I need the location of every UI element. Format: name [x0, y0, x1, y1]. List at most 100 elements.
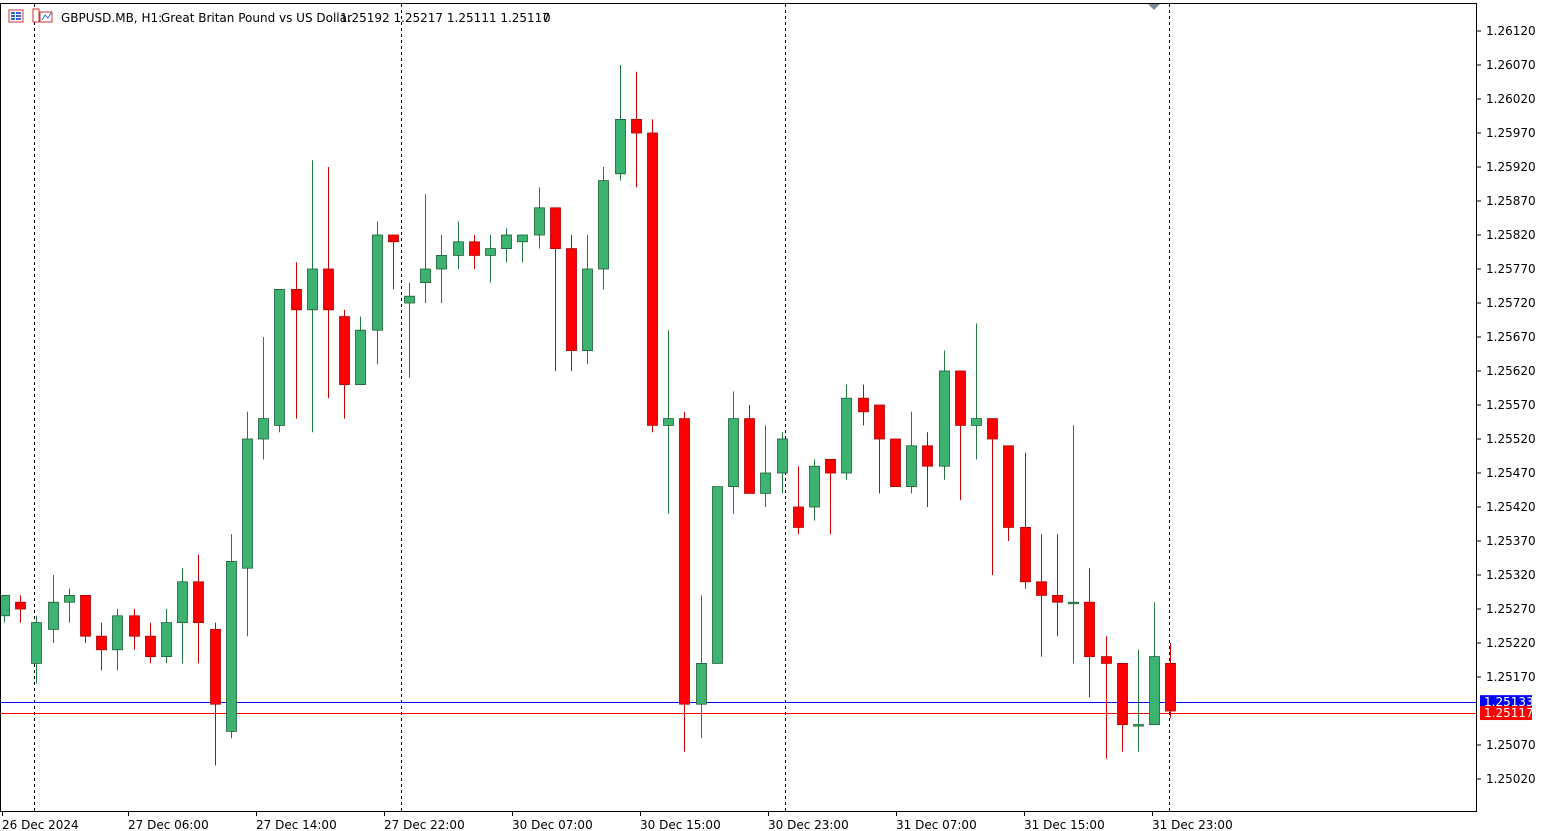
price-tick-label: 1.25670	[1486, 330, 1536, 344]
candle-body	[550, 207, 561, 250]
candle-body	[1084, 601, 1095, 658]
price-tag-label: 1.25117	[1484, 706, 1534, 720]
time-tick-label: 27 Dec 14:00	[256, 818, 337, 831]
grid-menu-icon[interactable]	[8, 9, 24, 23]
candle-body	[274, 288, 285, 426]
candle-body	[355, 329, 366, 386]
candle	[485, 235, 496, 283]
candle	[1036, 534, 1047, 657]
price-tick-label: 1.25770	[1486, 262, 1536, 276]
candle	[210, 622, 221, 766]
candle	[177, 568, 188, 664]
candle-body	[922, 445, 933, 467]
candle-body	[647, 132, 658, 426]
candle-body	[453, 241, 464, 256]
price-tag-label: 1.25133	[1484, 695, 1534, 709]
candle	[274, 288, 285, 433]
candle	[939, 350, 950, 480]
price-axis[interactable]: 1.26120 1.26070 1.26020 1.25970 1.25920 1.258…	[1476, 24, 1536, 786]
plot-area-border	[0, 3, 1477, 812]
candle-body	[1020, 527, 1031, 583]
candle	[874, 404, 885, 494]
candle	[48, 575, 59, 643]
time-axis[interactable]: 26 Dec 2024 27 Dec 06:00 27 Dec 14:00 27 De…	[2, 811, 1233, 831]
price-tick-label: 1.25570	[1486, 398, 1536, 412]
candle-body	[825, 458, 836, 474]
candle-body	[485, 248, 496, 256]
symbol-label: GBPUSD.MB, H1:	[61, 11, 162, 25]
candle-body	[177, 581, 188, 623]
candle-body	[323, 268, 334, 311]
candle	[307, 160, 318, 433]
price-tick-label: 1.25270	[1486, 602, 1536, 616]
candle-body	[1117, 663, 1128, 726]
chart-shift-marker-icon[interactable]	[1148, 4, 1160, 10]
candle	[193, 554, 204, 664]
indicator-icon[interactable]	[32, 8, 53, 23]
candle-body	[874, 404, 885, 440]
price-tick-label: 1.25720	[1486, 296, 1536, 310]
candle	[825, 458, 836, 535]
candle-body	[987, 418, 998, 440]
price-tick-label: 1.25170	[1486, 670, 1536, 684]
candle-body	[420, 268, 431, 283]
candle	[809, 459, 820, 521]
candle	[663, 330, 674, 514]
price-tick-label: 1.26120	[1486, 24, 1536, 38]
candle-body	[436, 254, 447, 270]
candle	[890, 438, 901, 487]
candle-body	[129, 615, 140, 637]
candle	[631, 71, 642, 188]
chart-header: GBPUSD.MB, H1: Great Britan Pound vs US …	[8, 8, 551, 25]
candle	[80, 595, 91, 643]
time-tick-label: 31 Dec 23:00	[1152, 818, 1233, 831]
candle-body	[809, 465, 820, 508]
candle-body	[1149, 656, 1160, 725]
candle-body	[517, 234, 528, 243]
candle	[1101, 636, 1112, 759]
candle-body	[31, 622, 42, 664]
time-tick-label: 30 Dec 07:00	[512, 818, 593, 831]
candle	[242, 411, 253, 637]
candle-body	[760, 472, 771, 494]
candle	[388, 234, 399, 290]
candle-body	[0, 595, 10, 617]
price-tick-label: 1.25070	[1486, 738, 1536, 752]
candle	[971, 323, 982, 460]
ohlc-values: 1.25192 1.25217 1.25111 1.25117	[340, 11, 550, 25]
candle-body	[291, 288, 302, 311]
candle	[64, 588, 75, 623]
price-tick-label: 1.25870	[1486, 194, 1536, 208]
candle-body	[80, 595, 91, 637]
candle-body	[971, 418, 982, 426]
candle-body	[696, 663, 707, 705]
candle	[372, 221, 383, 365]
candle-body	[372, 234, 383, 331]
candle	[744, 405, 755, 494]
candle	[793, 466, 804, 535]
candle	[1052, 534, 1063, 637]
candle	[696, 595, 707, 739]
candle	[922, 432, 933, 507]
price-tick-label: 1.25470	[1486, 466, 1536, 480]
candle-body	[339, 316, 350, 386]
candle-body	[582, 268, 593, 351]
candle	[404, 282, 415, 378]
candle-body	[534, 207, 545, 236]
candle-body	[1101, 656, 1112, 664]
price-tag-bg	[1480, 695, 1532, 710]
candle	[987, 418, 998, 575]
candle-body	[145, 635, 156, 658]
candle-body	[955, 370, 966, 426]
volume-value: 0	[543, 11, 551, 25]
time-tick-label: 30 Dec 23:00	[768, 818, 849, 831]
candle-body	[242, 438, 253, 569]
price-tick-label: 1.25320	[1486, 568, 1536, 582]
price-tick-label: 1.25520	[1486, 432, 1536, 446]
candle-body	[193, 581, 204, 623]
candle	[1020, 452, 1031, 589]
candle-body	[501, 234, 512, 249]
candle	[436, 235, 447, 303]
